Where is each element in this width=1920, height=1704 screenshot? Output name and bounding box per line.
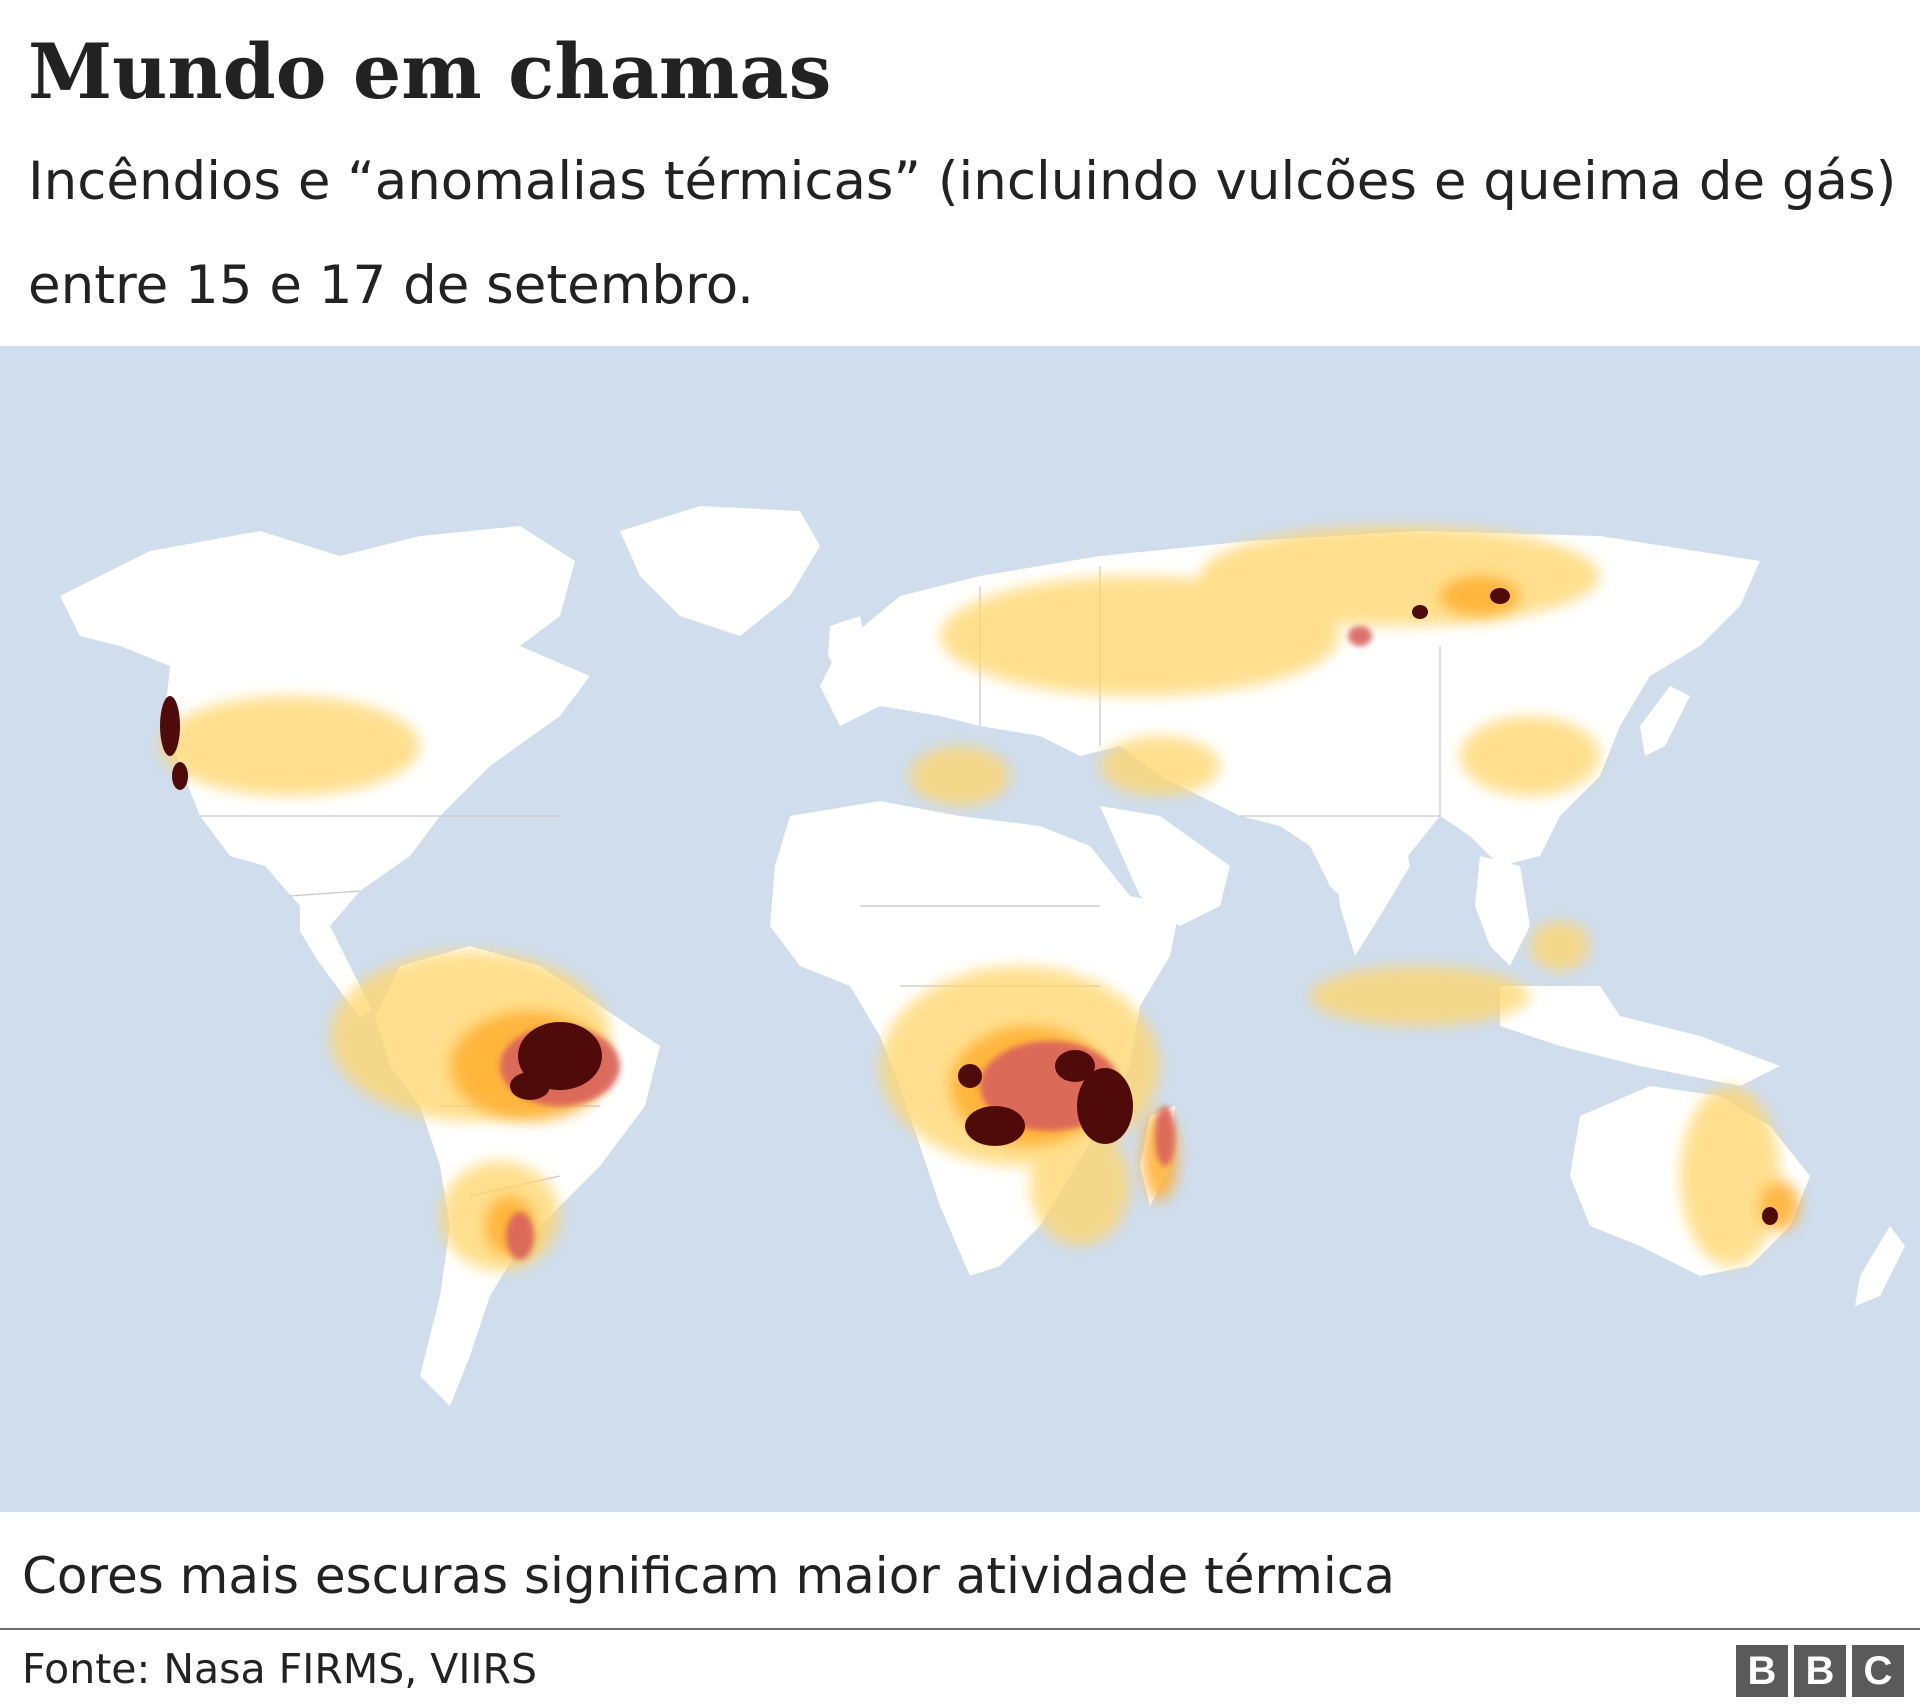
footer-divider (0, 1628, 1920, 1630)
legend-note: Cores mais escuras significam maior ativ… (22, 1547, 1395, 1605)
uk-land (828, 616, 870, 681)
arabia-land (1100, 806, 1230, 926)
new-zealand-land (1855, 1226, 1905, 1306)
greenland-land (620, 506, 820, 636)
bbc-logo-letter: C (1852, 1645, 1904, 1697)
india-land (1330, 816, 1410, 956)
world-fire-map (0, 346, 1920, 1512)
indonesia-land (1500, 986, 1780, 1086)
chart-subtitle: Incêndios e “anomalias térmicas” (inclui… (28, 151, 1897, 316)
southeast-asia-land (1475, 856, 1530, 966)
source-credit: Fonte: Nasa FIRMS, VIIRS (22, 1645, 538, 1693)
fire-activity-extreme (160, 588, 1778, 1225)
bbc-logo-letter: B (1794, 1645, 1846, 1697)
chart-title: Mundo em chamas (28, 27, 832, 116)
bbc-logo-letter: B (1736, 1645, 1788, 1697)
bbc-logo: B B C (1736, 1645, 1904, 1697)
japan-land (1640, 686, 1690, 756)
